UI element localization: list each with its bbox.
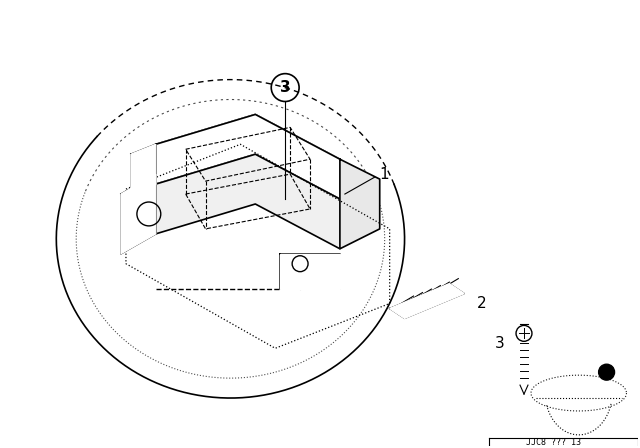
Text: 3: 3 — [280, 80, 291, 95]
Text: JJC8 ??? 13: JJC8 ??? 13 — [526, 438, 581, 447]
Polygon shape — [390, 284, 464, 319]
Polygon shape — [340, 159, 380, 249]
Text: 1: 1 — [380, 167, 389, 181]
Text: 3: 3 — [494, 336, 504, 351]
Polygon shape — [156, 154, 340, 249]
Polygon shape — [280, 254, 340, 289]
Polygon shape — [156, 114, 340, 199]
Polygon shape — [121, 174, 156, 254]
Text: 2: 2 — [477, 296, 487, 311]
Circle shape — [598, 364, 614, 380]
Polygon shape — [131, 144, 156, 194]
